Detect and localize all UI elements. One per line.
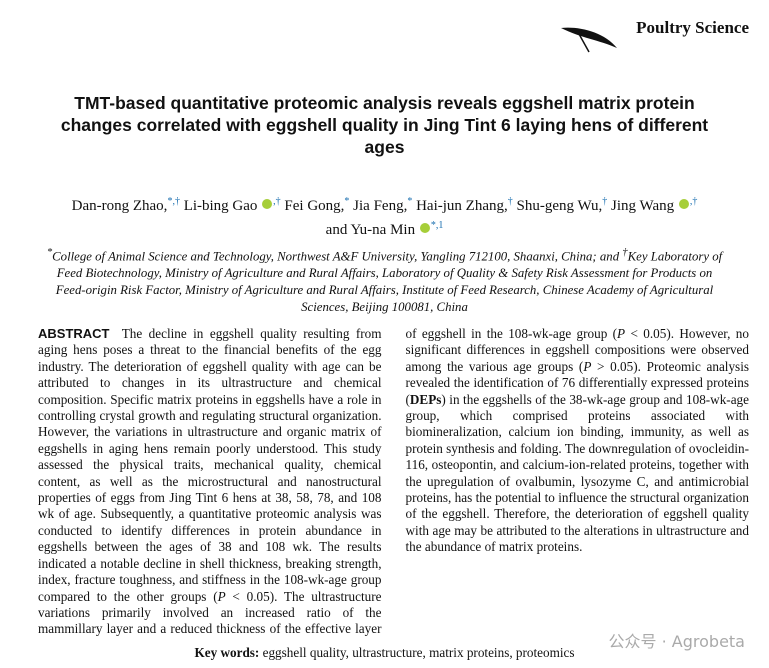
abstract: ABSTRACT The decline in eggshell quality… <box>38 326 749 638</box>
author-name: Hai-jun Zhang, <box>416 198 508 214</box>
author-list: Dan-rong Zhao,*,† Li-bing Gao ,† Fei Gon… <box>60 192 709 240</box>
author-name: Shu-geng Wu, <box>516 198 603 214</box>
author-marks: * <box>407 196 413 207</box>
affil-text: Key Laboratory of Feed Biotechnology, Mi… <box>55 249 723 315</box>
author-marks: ,† <box>273 196 281 207</box>
abstract-text: ) in the eggshells of the 38-wk-age grou… <box>405 391 750 555</box>
author-marks: *,† <box>167 196 180 207</box>
author-name: and Yu-na Min <box>325 222 416 238</box>
author: Jia Feng,* <box>353 196 413 214</box>
author-name: Jing Wang <box>611 198 675 214</box>
author-marks: *,1 <box>430 220 444 231</box>
abstract-text: The decline in eggshell quality resultin… <box>38 326 382 604</box>
author-name: Li-bing Gao <box>183 198 258 214</box>
author-name: Dan-rong Zhao, <box>71 198 168 214</box>
abstract-text: P <box>617 326 626 341</box>
journal-logo-feather <box>561 27 617 53</box>
conjunction: and <box>596 249 623 264</box>
author-name: Jia Feng, <box>353 198 408 214</box>
affil-mark: * <box>46 247 53 258</box>
author: Dan-rong Zhao,*,† <box>71 196 180 214</box>
author-marks: * <box>344 196 350 207</box>
author: Fei Gong,* <box>284 196 350 214</box>
author-marks: ,† <box>689 196 698 207</box>
affiliations: *College of Animal Science and Technolog… <box>42 244 727 316</box>
abstract-text: < 0.05). The ultrastructure variations p… <box>38 326 618 637</box>
keywords: Key words: eggshell quality, ultrastruct… <box>0 645 769 661</box>
keywords-label: Key words: <box>194 645 260 660</box>
author: Li-bing Gao ,† <box>183 196 281 214</box>
orcid-icon <box>262 199 273 209</box>
abstract-text: P <box>217 588 226 604</box>
watermark: 公众号 · Agrobeta <box>608 632 745 651</box>
author: Jing Wang ,† <box>611 196 698 214</box>
abstract-text: < 0.05). However, no significant differe… <box>405 326 750 374</box>
author-marks: † <box>507 196 513 207</box>
abstract-label: ABSTRACT <box>38 326 110 341</box>
abstract-text: P <box>583 358 592 374</box>
abstract-text: > 0.05). Proteomic analysis revealed the… <box>405 358 750 407</box>
orcid-icon <box>678 199 689 209</box>
orcid-icon <box>419 223 430 233</box>
author-name: Fei Gong, <box>284 198 345 214</box>
author: Hai-jun Zhang,† <box>416 196 513 214</box>
keywords-text: eggshell quality, ultrastructure, matrix… <box>262 645 575 660</box>
journal-name: Poultry Science <box>636 18 749 37</box>
paper-title: TMT-based quantitative proteomic analysi… <box>60 93 709 157</box>
author: and Yu-na Min *,1 <box>325 220 444 238</box>
author-marks: † <box>602 196 608 207</box>
abstract-text: DEPs <box>409 391 442 407</box>
affil-text: College of Animal Science and Technology… <box>52 249 597 264</box>
affil-mark: † <box>622 247 628 258</box>
author: Shu-geng Wu,† <box>516 196 608 214</box>
